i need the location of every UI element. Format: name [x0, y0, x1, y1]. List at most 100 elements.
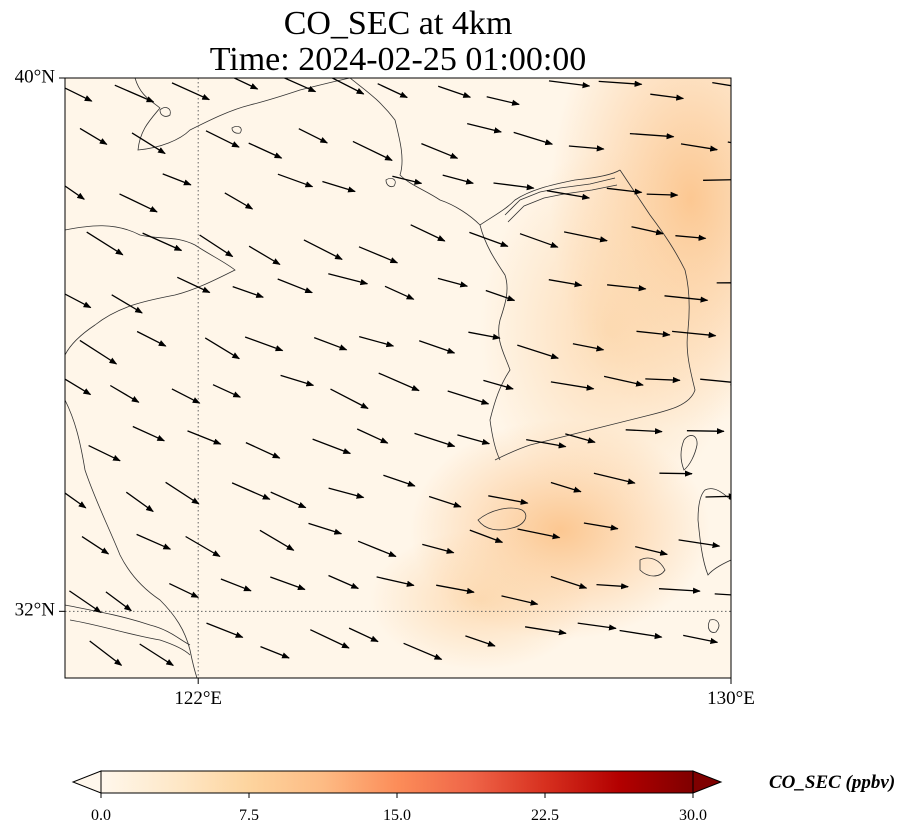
wind-arrow [526, 438, 567, 449]
wind-arrow [248, 142, 283, 159]
map-title-line1: CO_SEC at 4km [283, 5, 513, 42]
colorbar-tick-label: 15.0 [383, 807, 411, 824]
wind-arrow [114, 84, 155, 103]
wind-arrow [378, 372, 420, 392]
wind-arrow [277, 278, 313, 294]
wind-arrow [712, 81, 731, 87]
wind-arrow [703, 179, 731, 181]
wind-arrow [550, 381, 595, 391]
wind-arrow [298, 128, 328, 144]
wind-arrow [312, 438, 352, 455]
wind-arrow [664, 295, 709, 303]
wind-arrow [746, 235, 781, 236]
wind-arrow [422, 543, 455, 554]
wind-arrow [65, 293, 92, 309]
wind-arrow [308, 522, 343, 535]
wind-arrow [658, 587, 701, 594]
wind-arrow [376, 576, 415, 587]
wind-arrow [650, 93, 685, 101]
wind-arrow [737, 530, 777, 537]
lon-label-130e: 130°E [707, 688, 755, 709]
wind-arrow [468, 331, 501, 340]
wind-arrow [89, 640, 123, 666]
wind-arrow [245, 442, 281, 459]
wind-arrow [467, 122, 502, 134]
wind-arrow [735, 435, 776, 436]
colorbar-tick-label: 0.0 [91, 807, 111, 824]
wind-arrow [232, 285, 264, 298]
wind-arrow [577, 622, 617, 631]
wind-arrow [403, 642, 443, 660]
wind-arrow [260, 645, 290, 659]
lon-axis: 122°E 130°E [174, 678, 755, 709]
wind-arrow [224, 192, 254, 210]
wind-arrow [132, 425, 166, 442]
wind-arrow [678, 539, 721, 549]
wind-arrow [277, 173, 314, 188]
wind-arrow [65, 492, 87, 509]
wind-arrow [199, 234, 234, 258]
wind-arrow [220, 578, 252, 592]
wind-arrow [206, 622, 244, 639]
wind-arrow [548, 80, 591, 89]
wind-arrow [683, 634, 719, 645]
co-field-shading [370, 78, 731, 670]
wind-arrow [550, 481, 582, 493]
wind-arrow [485, 289, 516, 302]
wind-arrow [169, 583, 200, 598]
wind-arrow [598, 80, 643, 87]
wind-arrow [583, 522, 619, 531]
colorbar-tick-label: 22.5 [531, 807, 559, 824]
wind-arrow [357, 540, 397, 558]
wind-arrow [469, 231, 509, 248]
wind-arrow [469, 529, 504, 544]
wind-arrow [418, 340, 456, 354]
wind-arrow [313, 336, 348, 351]
wind-arrow [596, 583, 629, 590]
wind-arrow [457, 434, 491, 445]
wind-arrow [636, 330, 671, 338]
wind-vectors [65, 78, 781, 667]
wind-arrow [501, 595, 539, 606]
wind-arrow [607, 284, 647, 292]
wind-arrow [88, 445, 121, 462]
wind-arrow [280, 374, 315, 387]
wind-arrow [629, 132, 675, 140]
wind-arrow [384, 285, 415, 300]
wind-arrow [328, 273, 369, 286]
wind-arrow [352, 140, 393, 161]
wind-arrow [282, 78, 317, 93]
wind-arrow [659, 470, 693, 477]
wind-arrow [437, 277, 469, 288]
wind-arrow [86, 231, 124, 256]
wind-arrow [680, 143, 718, 152]
wind-arrow [465, 635, 496, 647]
wind-arrow [563, 231, 608, 243]
wind-arrow [204, 337, 240, 360]
wind-arrow [603, 375, 644, 387]
wind-arrow [322, 180, 356, 193]
wind-arrow [162, 173, 192, 186]
wind-arrow [428, 495, 462, 508]
wind-arrow [631, 226, 664, 236]
wind-arrow [546, 190, 591, 200]
wind-arrow [142, 232, 183, 252]
colorbar-gradient [101, 771, 693, 793]
colorbar-label: CO_SEC (ppbv) [769, 772, 895, 793]
lon-label-122e: 122°E [174, 688, 222, 709]
wind-arrow [517, 344, 559, 360]
wind-arrow [244, 336, 284, 352]
wind-arrow [212, 384, 242, 398]
wind-arrow [705, 493, 731, 500]
wind-arrow [493, 182, 535, 191]
wind-arrow [414, 432, 456, 448]
wind-arrow [410, 224, 446, 242]
wind-arrow [131, 132, 166, 155]
wind-arrow [185, 535, 221, 558]
wind-arrow [550, 575, 588, 589]
wind-arrow [565, 433, 596, 444]
wind-arrow [109, 384, 140, 403]
wind-arrow [383, 474, 416, 487]
wind-arrow [187, 430, 222, 445]
